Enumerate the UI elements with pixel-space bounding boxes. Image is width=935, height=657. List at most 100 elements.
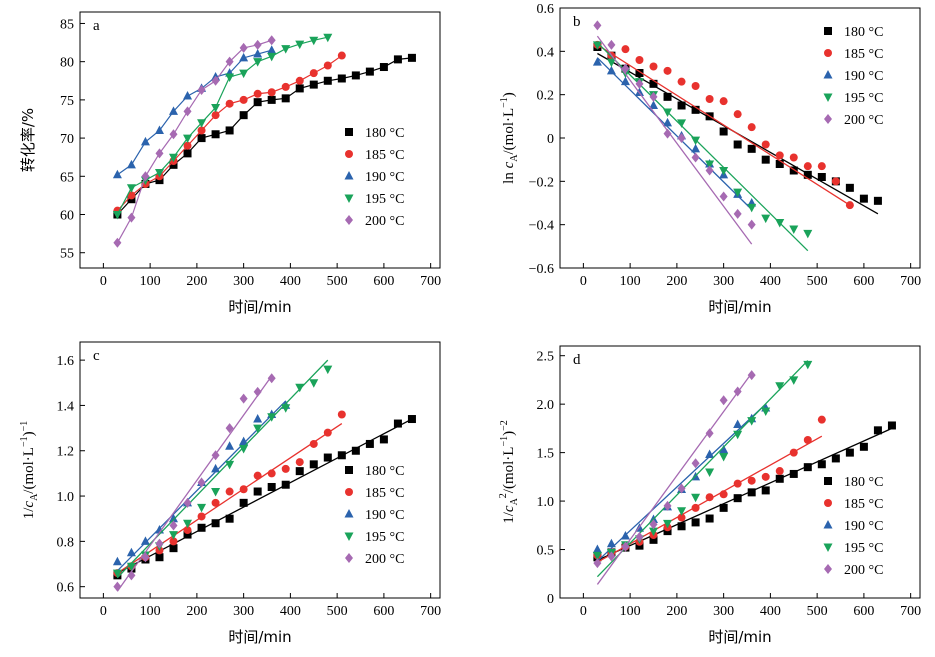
legend: 180 °C 185 °C 190 °C 195 °C 200 °C <box>823 475 883 578</box>
legend-label: 195 °C <box>844 91 883 106</box>
data-point <box>323 428 332 437</box>
data-point <box>183 134 193 144</box>
data-point <box>112 556 122 566</box>
data-point <box>719 444 729 454</box>
data-point <box>747 219 756 230</box>
data-point <box>127 212 136 223</box>
data-point <box>733 494 742 503</box>
data-point <box>789 448 798 457</box>
y-tick-label: 0.2 <box>537 89 555 104</box>
legend-marker <box>824 114 832 124</box>
data-point <box>761 486 770 495</box>
data-point <box>197 477 206 488</box>
data-point <box>649 519 658 530</box>
data-point <box>295 467 304 476</box>
data-point <box>225 56 234 67</box>
data-point <box>169 513 179 523</box>
data-point <box>281 404 291 413</box>
data-point <box>351 71 360 80</box>
data-point <box>845 448 854 457</box>
data-point <box>887 421 896 430</box>
data-point <box>620 530 630 540</box>
y-tick-label: 0.6 <box>537 2 555 17</box>
data-point <box>677 513 686 522</box>
x-axis-label: 时间/min <box>228 628 291 646</box>
data-point <box>606 538 616 548</box>
data-point <box>337 451 346 460</box>
data-point <box>169 129 178 140</box>
legend-marker <box>345 466 353 474</box>
x-tick-label: 100 <box>620 604 641 619</box>
data-point <box>126 184 136 193</box>
data-point <box>873 426 882 435</box>
data-point <box>253 49 263 58</box>
data-point <box>267 95 276 104</box>
panel-c: 0 100 200 300 400 500 600 700 0.6 0.8 1.0 1.2 1.4 1.6… <box>19 341 441 646</box>
data-point <box>761 140 770 149</box>
data-point <box>677 101 686 110</box>
legend-label: 200 °C <box>844 563 883 578</box>
data-point <box>197 119 207 128</box>
data-point <box>225 99 234 108</box>
series-195C <box>592 41 813 252</box>
data-point <box>127 570 136 581</box>
fit-line <box>597 44 851 206</box>
x-tick-label: 500 <box>807 604 828 619</box>
series-195C <box>112 33 333 220</box>
fit-line <box>596 57 753 210</box>
data-point <box>140 536 150 545</box>
data-point <box>775 219 785 228</box>
data-point <box>225 460 235 470</box>
series-185C <box>593 40 854 210</box>
data-point <box>733 110 742 119</box>
legend-label: 185 °C <box>365 148 404 163</box>
data-point <box>775 382 785 391</box>
y-tick-label: −0.6 <box>529 262 554 277</box>
data-point <box>817 415 826 424</box>
data-point <box>253 39 262 50</box>
legend-marker <box>823 520 833 529</box>
data-point <box>197 126 206 135</box>
y-tick-label: 55 <box>60 247 74 262</box>
data-point <box>607 551 616 562</box>
y-tick-label: −0.2 <box>529 175 554 190</box>
y-tick-label: 0.5 <box>537 544 555 559</box>
x-tick-label: 600 <box>853 274 874 289</box>
data-point <box>225 423 234 434</box>
legend-label: 180 °C <box>844 25 883 40</box>
data-point <box>211 130 220 139</box>
data-point <box>719 167 729 176</box>
data-point <box>197 84 206 95</box>
data-point <box>379 435 388 444</box>
data-point <box>747 203 757 213</box>
data-point <box>239 436 249 446</box>
data-point <box>126 562 136 572</box>
data-point <box>126 159 136 169</box>
data-point <box>197 134 206 143</box>
data-point <box>225 514 234 523</box>
data-point <box>592 544 602 554</box>
series-200C <box>593 370 756 585</box>
series-190C <box>592 57 757 210</box>
data-point <box>747 370 756 381</box>
legend-label: 195 °C <box>365 530 404 545</box>
data-point <box>239 52 249 62</box>
data-point <box>649 527 659 537</box>
y-tick-label: 65 <box>60 170 74 185</box>
data-point <box>719 97 728 106</box>
panel-label: b <box>573 14 581 30</box>
data-point <box>141 171 150 182</box>
data-point <box>154 125 164 134</box>
legend-marker <box>824 564 832 574</box>
data-point <box>719 490 728 499</box>
data-point <box>295 84 304 93</box>
data-point <box>225 441 235 450</box>
legend-marker <box>344 532 354 541</box>
data-point <box>593 558 602 569</box>
x-tick-label: 0 <box>580 274 587 289</box>
data-point <box>775 151 784 160</box>
y-tick-label: 1.6 <box>57 354 75 369</box>
data-point <box>649 79 658 88</box>
data-point <box>705 514 714 523</box>
data-point <box>183 106 192 117</box>
